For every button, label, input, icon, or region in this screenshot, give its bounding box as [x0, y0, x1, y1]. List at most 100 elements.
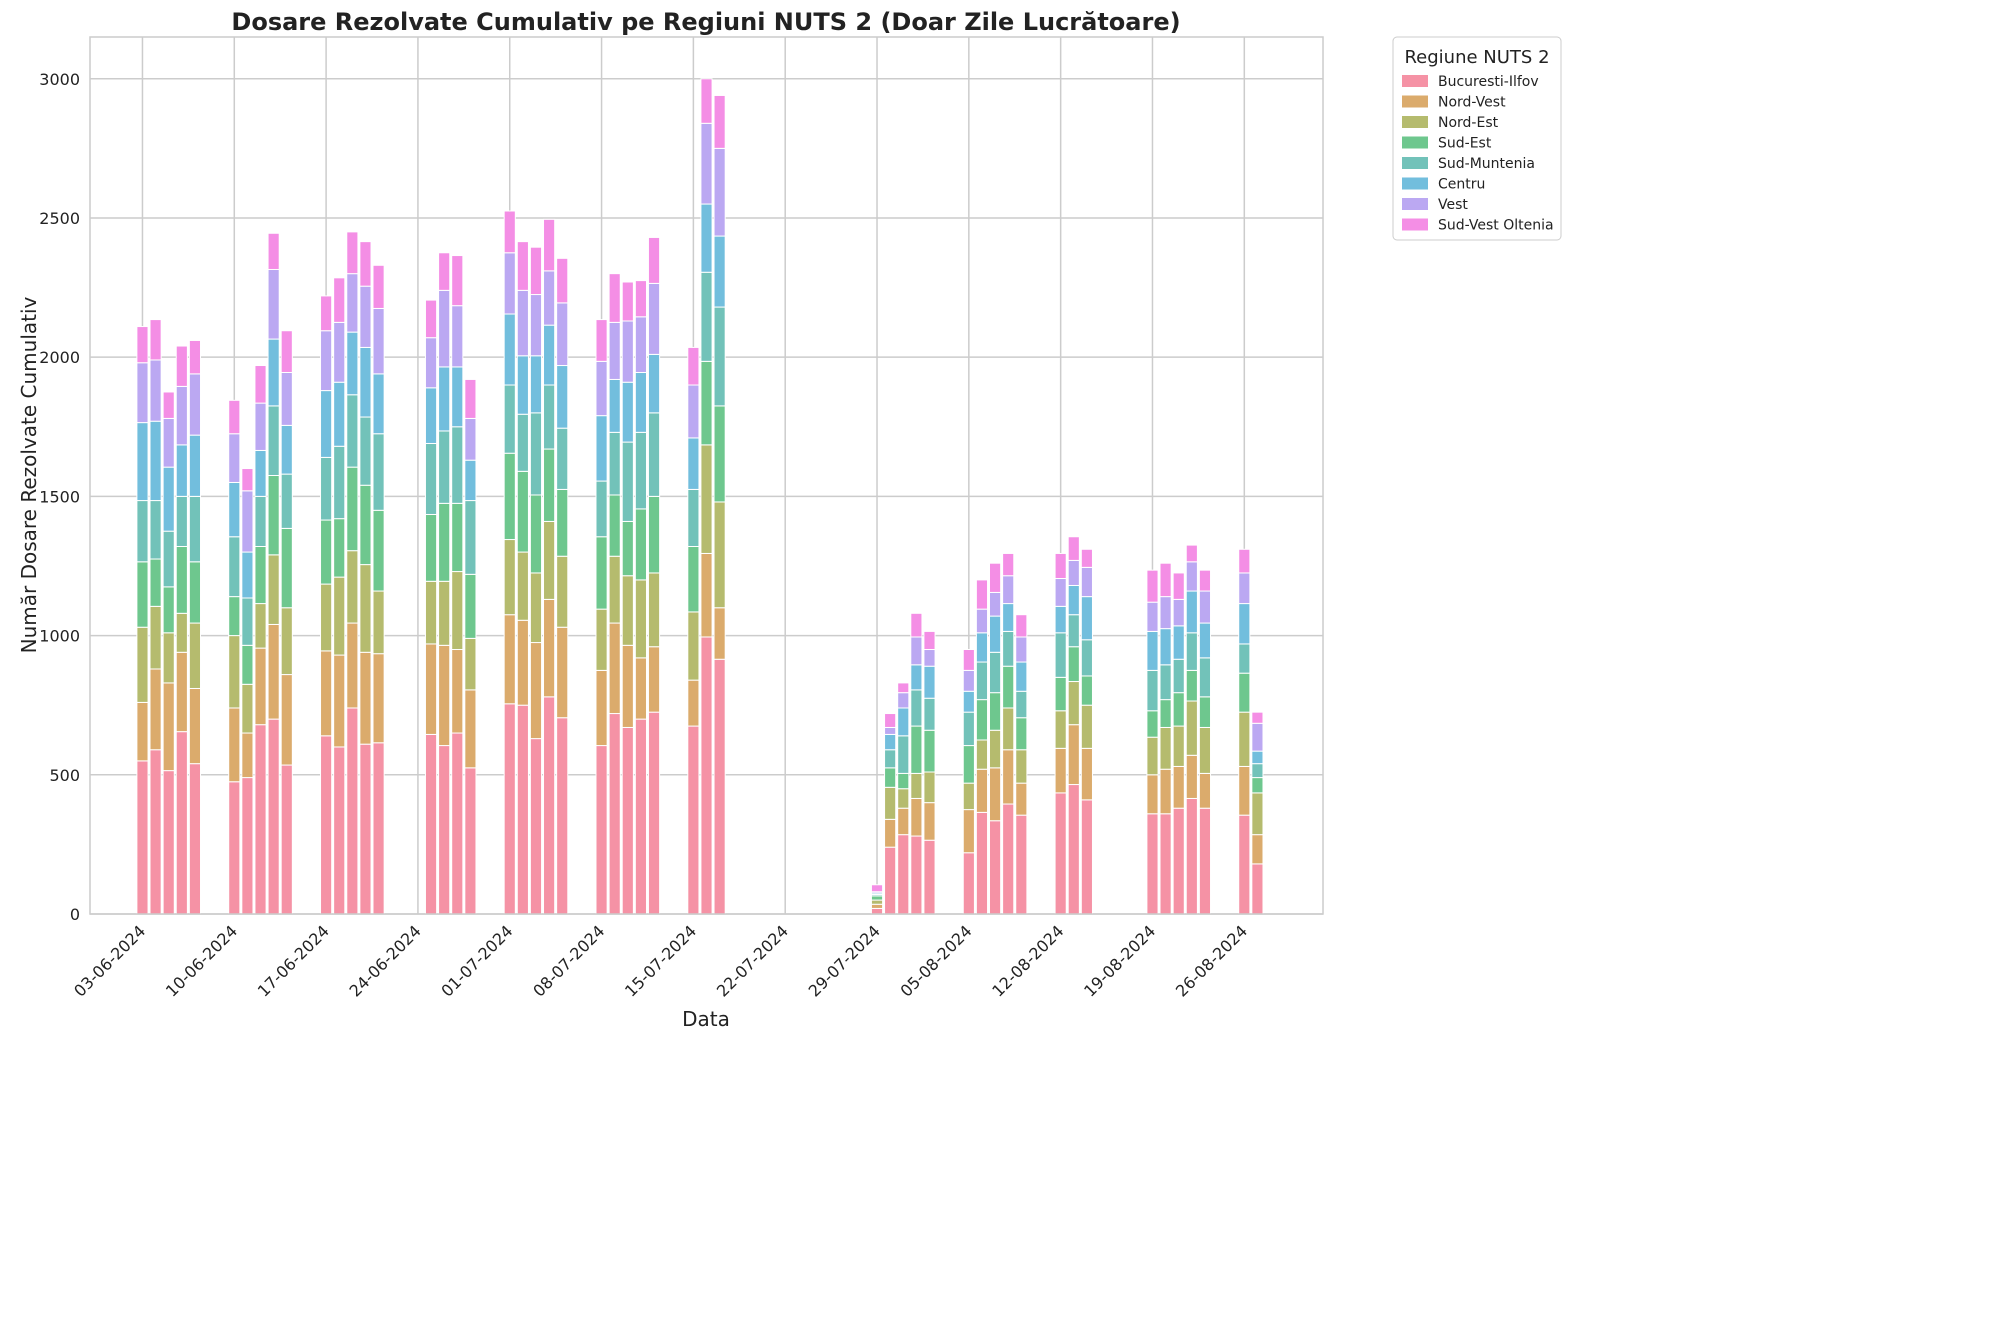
- bar-segment-nord-vest: [149, 668, 162, 751]
- bar-segment-vest: [464, 417, 477, 461]
- bar-stack: [595, 319, 608, 915]
- bar-segment-sud-muntenia: [372, 433, 385, 511]
- bar-segment-sud-est: [1185, 669, 1198, 702]
- bar-segment-sud-muntenia: [1015, 690, 1028, 719]
- bar-stack: [1080, 548, 1093, 915]
- bar-segment-bucuresti-ilfov: [687, 725, 700, 915]
- bar-segment-vest: [1054, 578, 1067, 607]
- bar-segment-nord-est: [608, 555, 621, 624]
- bar-segment-vest: [359, 285, 372, 348]
- bar-segment-vest: [503, 252, 516, 315]
- bar-segment-nord-vest: [1159, 768, 1172, 815]
- bar-segment-sud-est: [1002, 665, 1015, 709]
- bar-segment-vest: [149, 359, 162, 422]
- bar-stack: [608, 273, 621, 915]
- bar-segment-sud-muntenia: [962, 711, 975, 747]
- bar-segment-vest: [687, 384, 700, 439]
- bar-stack: [136, 326, 149, 915]
- bar-segment-sud-est: [543, 448, 556, 522]
- bar-segment-nord-est: [516, 551, 529, 621]
- bar-segment-vest: [1015, 636, 1028, 663]
- bar-segment-sud-vest-oltenia: [464, 378, 477, 419]
- bar-segment-nord-est: [175, 612, 188, 653]
- bar-segment-sud-est: [267, 475, 280, 556]
- bar-segment-sud-muntenia: [464, 500, 477, 575]
- bar-segment-nord-est: [1251, 792, 1264, 836]
- bar-segment-vest: [1002, 575, 1015, 605]
- bar-stack: [713, 94, 726, 915]
- bar-segment-bucuresti-ilfov: [359, 743, 372, 915]
- bar-stack: [988, 562, 1002, 915]
- bar-segment-vest: [516, 289, 529, 357]
- x-tick-label: 10-06-2024: [162, 921, 241, 1000]
- bar-segment-sud-vest-oltenia: [621, 281, 634, 322]
- bar-segment-bucuresti-ilfov: [162, 770, 175, 915]
- bar-segment-bucuresti-ilfov: [280, 764, 293, 915]
- bar-segment-centru: [1015, 661, 1028, 692]
- bar-segment-nord-vest: [543, 598, 556, 698]
- bar-segment-sud-muntenia: [634, 431, 647, 510]
- bar-segment-sud-vest-oltenia: [516, 241, 529, 291]
- bar-segment-centru: [464, 459, 477, 502]
- bar-segment-nord-est: [621, 575, 634, 646]
- y-axis-label: Număr Dosare Rezolvate Cumulativ: [17, 296, 41, 653]
- y-tick-label: 500: [49, 766, 80, 785]
- bar-segment-nord-vest: [884, 818, 897, 848]
- bar-segment-nord-est: [424, 580, 438, 645]
- bar-segment-centru: [333, 381, 346, 447]
- bar-segment-vest: [910, 636, 923, 666]
- legend-swatch: [1402, 116, 1428, 128]
- bar-stack: [1238, 548, 1251, 915]
- bar-segment-nord-vest: [897, 807, 910, 836]
- bar-segment-centru: [1198, 622, 1212, 659]
- bar-segment-sud-vest-oltenia: [713, 94, 726, 149]
- bar-segment-nord-est: [647, 572, 661, 648]
- bar-segment-sud-muntenia: [346, 394, 359, 468]
- bar-segment-sud-vest-oltenia: [320, 295, 333, 332]
- bar-segment-sud-vest-oltenia: [438, 252, 451, 291]
- bar-segment-vest: [700, 122, 713, 205]
- bar-segment-sud-est: [451, 502, 464, 573]
- x-tick-label: 26-08-2024: [1172, 921, 1251, 1000]
- bar-segment-nord-est: [870, 899, 884, 905]
- bar-segment-sud-est: [529, 494, 543, 574]
- bar-segment-vest: [136, 362, 149, 424]
- bar-segment-centru: [1172, 625, 1185, 660]
- bar-segment-bucuresti-ilfov: [346, 707, 359, 915]
- bar-segment-vest: [333, 321, 346, 383]
- bar-segment-nord-est: [543, 520, 556, 600]
- bar-segment-nord-est: [556, 555, 569, 628]
- legend: Regiune NUTS 2 Bucuresti-Ilfov Nord-Vest N…: [1392, 36, 1562, 241]
- bar-segment-nord-vest: [910, 797, 923, 837]
- bar-segment-vest: [595, 360, 608, 417]
- bar-segment-centru: [1002, 603, 1015, 632]
- bar-segment-sud-vest-oltenia: [451, 255, 464, 307]
- bar-segment-centru: [700, 203, 713, 273]
- bar-segment-nord-est: [988, 729, 1002, 769]
- bar-segment-sud-vest-oltenia: [280, 330, 293, 373]
- bar-segment-sud-muntenia: [621, 441, 634, 522]
- bar-segment-sud-est: [910, 725, 923, 774]
- bar-segment-centru: [162, 466, 175, 532]
- bar-stack: [464, 378, 477, 915]
- bar-segment-sud-muntenia: [687, 488, 700, 547]
- x-tick-label: 29-07-2024: [805, 921, 884, 1000]
- bar-segment-nord-est: [975, 739, 989, 770]
- bar-segment-nord-vest: [1080, 747, 1093, 801]
- bar-segment-nord-est: [1185, 700, 1198, 756]
- bar-segment-bucuresti-ilfov: [503, 703, 516, 915]
- bar-segment-vest: [529, 294, 543, 357]
- bar-segment-bucuresti-ilfov: [897, 834, 910, 915]
- bar-segment-sud-est: [1146, 710, 1159, 738]
- bar-segment-sud-est: [136, 561, 149, 628]
- bar-segment-sud-vest-oltenia: [988, 562, 1002, 593]
- bar-segment-sud-muntenia: [1159, 664, 1172, 701]
- bar-segment-sud-vest-oltenia: [1002, 552, 1015, 577]
- bar-stack: [372, 264, 385, 915]
- bar-stack: [188, 339, 202, 915]
- bar-segment-sud-vest-oltenia: [1054, 552, 1067, 580]
- bar-segment-sud-vest-oltenia: [1185, 544, 1198, 563]
- chart-title: Dosare Rezolvate Cumulativ pe Regiuni NU…: [231, 8, 1180, 36]
- bar-segment-vest: [923, 649, 936, 667]
- bar-segment-bucuresti-ilfov: [700, 636, 713, 915]
